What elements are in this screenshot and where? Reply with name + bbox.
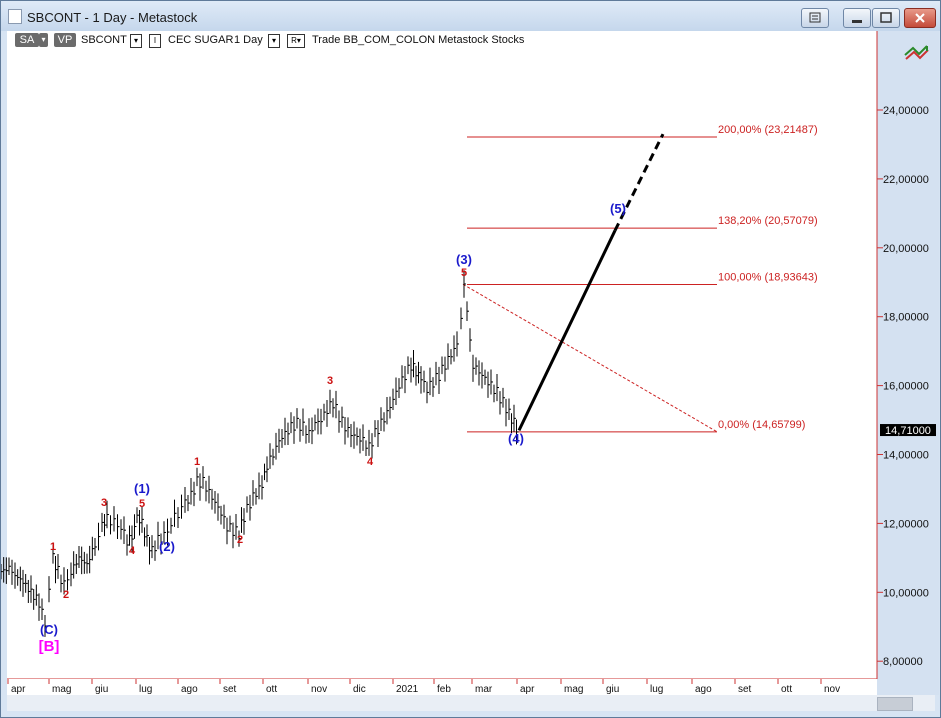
x-tick-label: nov	[824, 684, 840, 695]
chart-toolbar: SA ▾ VP SBCONT ▾ I CEC SUGAR 1 Day ▾ R▾ …	[1, 31, 940, 51]
fib-level-label: 100,00% (18,93643)	[718, 271, 818, 283]
maximize-icon	[880, 12, 892, 23]
wave-label: 2	[63, 589, 69, 601]
vp-button[interactable]: VP	[54, 33, 76, 47]
plot-area	[7, 31, 877, 679]
fib-level-label: 0,00% (14,65799)	[718, 419, 805, 431]
sa-dropdown-icon[interactable]: ▾	[39, 33, 48, 47]
symbol-label: SBCONT	[81, 34, 127, 46]
wave-label: 5	[461, 267, 467, 279]
y-tick-label: 18,00000	[883, 312, 929, 324]
x-tick-label: ago	[695, 684, 712, 695]
x-tick-label: apr	[520, 684, 535, 695]
x-tick-label: lug	[139, 684, 152, 695]
x-tick-label: nov	[311, 684, 327, 695]
symbol-dropdown[interactable]: ▾	[130, 34, 142, 48]
x-tick-label: lug	[650, 684, 663, 695]
trendline[interactable]	[462, 283, 718, 433]
x-tick-label: ott	[781, 684, 792, 695]
y-tick-label: 22,00000	[883, 174, 929, 186]
x-tick-label: ott	[266, 684, 277, 695]
x-tick-label: giu	[606, 684, 619, 695]
price-bars	[1, 270, 519, 637]
projection-solid-line[interactable]	[517, 229, 617, 432]
wave-label: (1)	[134, 481, 150, 496]
wave-label: 2	[237, 534, 243, 546]
window-title: SBCONT - 1 Day - Metastock	[27, 10, 198, 25]
wave-label: 1	[194, 456, 200, 468]
svg-text:14,71000: 14,71000	[885, 425, 931, 437]
wave-label: (5)	[610, 201, 626, 216]
chart-document-icon	[8, 9, 22, 24]
current-price-marker: 14,71000	[880, 424, 936, 437]
y-tick-label: 14,00000	[883, 450, 929, 462]
x-tick-label: ago	[181, 684, 198, 695]
x-tick-label: feb	[437, 684, 451, 695]
sa-button[interactable]: SA	[15, 33, 39, 47]
fibonacci-levels[interactable]: 200,00% (23,21487) 138,20% (20,57079) 100,…	[467, 124, 818, 433]
wave-label: (2)	[159, 539, 175, 554]
y-tick-label: 20,00000	[883, 243, 929, 255]
wave-label: 5	[139, 498, 145, 510]
security-dropdown[interactable]: I	[149, 34, 161, 48]
security-name: CEC SUGAR	[168, 34, 234, 46]
horizontal-scrollbar[interactable]	[7, 695, 935, 711]
fib-level-label: 138,20% (20,57079)	[718, 215, 818, 227]
chart-tool-icon[interactable]	[904, 45, 929, 60]
y-tick-label: 16,00000	[883, 381, 929, 393]
x-tick-label: giu	[95, 684, 108, 695]
y-tick-label: 24,00000	[883, 105, 929, 117]
time-axis-area	[7, 679, 877, 695]
wave-label: 3	[101, 497, 107, 509]
x-tick-label: apr	[11, 684, 26, 695]
periodicity-label: 1 Day	[234, 34, 263, 46]
wave-label: 3	[327, 375, 333, 387]
price-axis-panel	[877, 31, 939, 695]
wave-label: (4)	[508, 431, 524, 446]
close-button[interactable]	[904, 8, 936, 28]
x-tick-label: mar	[475, 684, 493, 695]
y-axis-ticks: 24,00000 22,00000 20,00000 18,00000 16,00000…	[877, 105, 929, 668]
options-icon	[809, 12, 821, 23]
close-icon	[915, 13, 925, 23]
y-tick-label: 10,00000	[883, 587, 929, 599]
x-tick-label: set	[738, 684, 752, 695]
wave-label: (3)	[456, 252, 472, 267]
wave-label: 4	[129, 545, 136, 557]
y-tick-label: 12,00000	[883, 518, 929, 530]
periodicity-dropdown[interactable]: ▾	[268, 34, 280, 48]
trade-info-label: Trade BB_COM_COLON Metastock Stocks	[312, 34, 525, 46]
y-tick-label: 8,00000	[883, 656, 923, 668]
x-tick-label: mag	[564, 684, 583, 695]
x-tick-label: mag	[52, 684, 71, 695]
maximize-button[interactable]	[872, 8, 900, 28]
minimize-icon	[852, 20, 862, 23]
projection-dashed-line[interactable]	[613, 133, 665, 232]
fib-level-label: 200,00% (23,21487)	[718, 124, 818, 136]
r-dropdown[interactable]: R▾	[287, 34, 305, 48]
window-options-button[interactable]	[801, 8, 829, 28]
x-tick-label: dic	[353, 684, 366, 695]
title-bar[interactable]: SBCONT - 1 Day - Metastock	[1, 1, 940, 31]
x-tick-label: 2021	[396, 684, 419, 695]
x-tick-label: set	[223, 684, 237, 695]
minimize-button[interactable]	[843, 8, 871, 28]
wave-label: [B]	[39, 638, 60, 655]
x-axis-ticks: apr mag giu lug ago set ott nov dic 2021 feb mar apr…	[7, 679, 840, 695]
wave-label: (C)	[40, 622, 58, 637]
wave-label: 4	[367, 456, 374, 468]
scrollbar-thumb[interactable]	[877, 697, 913, 711]
wave-label: 1	[50, 541, 56, 553]
